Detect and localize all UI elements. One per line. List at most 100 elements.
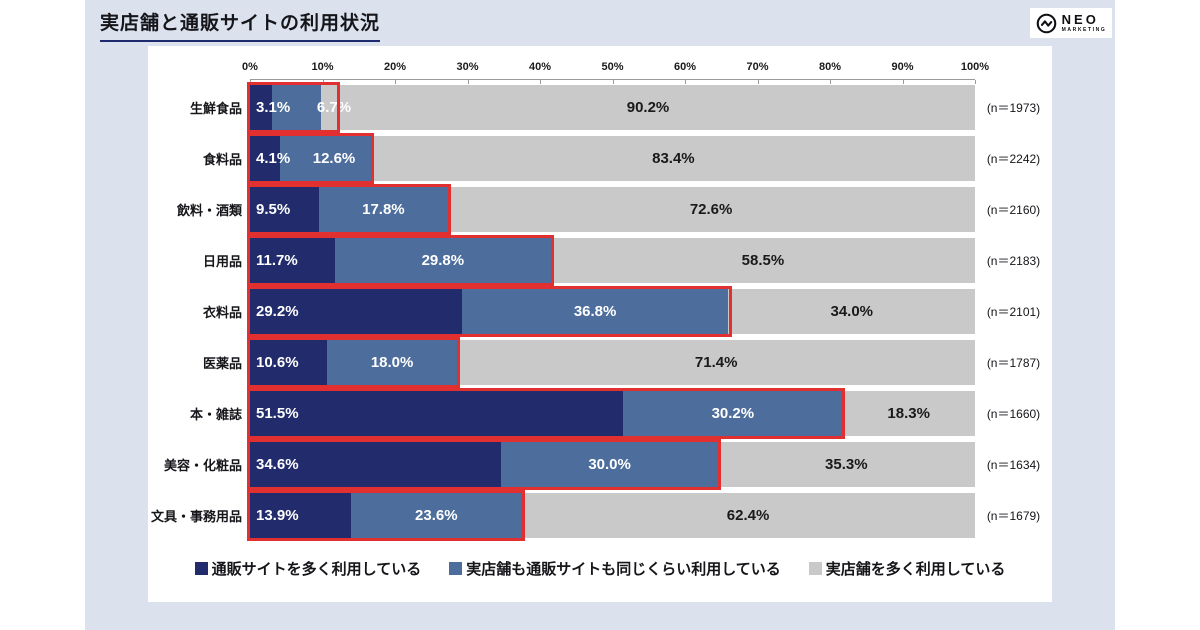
- bar-stack: [250, 187, 975, 232]
- segment-online-heavy: [250, 391, 624, 436]
- bar: 13.9% 23.6% 62.4%: [247, 490, 975, 541]
- value-label-equal: 18.0%: [370, 354, 414, 371]
- value-label-equal: 23.6%: [415, 507, 458, 524]
- sample-size-label: (n＝1660): [986, 407, 1041, 421]
- logo-text: NEO MARKETING: [1062, 13, 1107, 33]
- highlight-box: [247, 286, 732, 337]
- value-label-store: 71.4%: [694, 354, 738, 371]
- tick-label: 70%: [746, 61, 769, 73]
- bar: 3.1% 6.7% 90.2%: [247, 82, 975, 133]
- segment-store-heavy: [457, 340, 975, 385]
- category-label: 美容・化粧品: [163, 458, 242, 473]
- value-label-store: 62.4%: [726, 507, 770, 524]
- segment-equal-use: [623, 391, 843, 436]
- table-row: 医薬品 10.6% 18.0% 71.4% (n＝1787): [148, 337, 1052, 388]
- segment-online-heavy: [250, 187, 319, 232]
- bar: 10.6% 18.0% 71.4%: [247, 337, 975, 388]
- value-label-online: 34.6%: [256, 456, 299, 473]
- chart-card: 0% 10% 20% 30% 40% 50% 60% 70% 80% 90% 100% 生鮮食品 3.…: [148, 46, 1052, 602]
- bar: 51.5% 30.2% 18.3%: [247, 388, 975, 439]
- tick-mark: [975, 80, 976, 84]
- segment-online-heavy: [250, 289, 462, 334]
- pulse-circle-icon: [1036, 13, 1056, 33]
- legend-swatch: [808, 562, 822, 575]
- tick-label: 30%: [456, 61, 479, 73]
- legend-item: 実店舗も通販サイトも同じくらい利用している: [449, 558, 781, 579]
- category-label: 日用品: [202, 254, 242, 269]
- legend-swatch: [194, 562, 208, 575]
- bar-stack: [250, 238, 975, 283]
- segment-store-heavy: [728, 289, 975, 334]
- category-label: 文具・事務用品: [150, 509, 242, 524]
- highlight-box: [247, 490, 525, 541]
- value-label-online: 29.2%: [256, 303, 299, 320]
- highlight-box: [247, 184, 451, 235]
- value-label-store: 83.4%: [652, 150, 695, 167]
- sample-size-label: (n＝2160): [986, 203, 1041, 217]
- table-row: 美容・化粧品 34.6% 30.0% 35.3% (n＝1634): [148, 439, 1052, 490]
- bar: 9.5% 17.8% 72.6%: [247, 184, 975, 235]
- bar: 29.2% 36.8% 34.0%: [247, 286, 975, 337]
- legend-label: 実店舗も通販サイトも同じくらい利用している: [466, 561, 781, 578]
- tick-label: 20%: [383, 61, 407, 73]
- sample-size-label: (n＝2183): [986, 254, 1041, 268]
- segment-equal-use: [272, 85, 322, 130]
- segment-store-heavy: [447, 187, 975, 232]
- bar-stack: [250, 85, 975, 130]
- bar: 11.7% 29.8% 58.5%: [247, 235, 975, 286]
- value-label-online: 4.1%: [256, 150, 291, 167]
- tick-label: 50%: [601, 61, 624, 73]
- segment-equal-use: [326, 340, 458, 385]
- segment-store-heavy: [550, 238, 975, 283]
- value-label-equal: 30.0%: [588, 456, 631, 473]
- tick-label: 60%: [673, 61, 697, 73]
- value-label-equal: 6.7%: [316, 99, 352, 116]
- segment-store-heavy: [321, 85, 975, 130]
- highlight-box: [247, 337, 461, 388]
- sample-size-label: (n＝1679): [986, 509, 1041, 523]
- axis-spacer: [148, 61, 250, 76]
- table-row: 本・雑誌 51.5% 30.2% 18.3% (n＝1660): [148, 388, 1052, 439]
- category-label: 生鮮食品: [189, 101, 242, 116]
- axis: 0% 10% 20% 30% 40% 50% 60% 70% 80% 90% 100%: [242, 61, 989, 84]
- tick-mark: [612, 80, 614, 84]
- segment-store-heavy: [842, 391, 975, 436]
- table-row: 食料品 4.1% 12.6% 83.4% (n＝2242): [148, 133, 1052, 184]
- tick-mark: [540, 80, 541, 84]
- legend-label: 通販サイトを多く利用している: [211, 561, 422, 578]
- value-label-online: 11.7%: [256, 252, 298, 269]
- segment-equal-use: [350, 493, 522, 538]
- value-label-store: 18.3%: [887, 405, 930, 422]
- value-label-store: 34.0%: [830, 303, 874, 320]
- value-label-store: 58.5%: [741, 252, 785, 269]
- value-label-online: 3.1%: [256, 99, 291, 116]
- segment-equal-use: [500, 442, 719, 487]
- bar-stack: [250, 493, 975, 538]
- highlight-box: [247, 439, 722, 490]
- sample-size-label: (n＝2242): [986, 152, 1041, 166]
- tick-label: 100%: [960, 61, 990, 73]
- segment-store-heavy: [371, 136, 975, 181]
- value-label-equal: 12.6%: [312, 150, 356, 167]
- legend-swatch: [449, 562, 463, 575]
- sample-size-label: (n＝2101): [986, 305, 1041, 319]
- bar-stack: [250, 391, 975, 436]
- bar-stack: [250, 289, 975, 334]
- value-label-online: 13.9%: [256, 507, 299, 524]
- highlight-box: [247, 82, 340, 133]
- axis-baseline: [250, 79, 975, 80]
- sample-size-label: (n＝1973): [986, 101, 1041, 115]
- table-row: 生鮮食品 3.1% 6.7% 90.2% (n＝1973): [148, 82, 1052, 133]
- page-title: 実店舗と通販サイトの利用状況: [100, 8, 381, 42]
- tick-mark: [830, 80, 831, 84]
- value-label-online: 51.5%: [256, 405, 299, 422]
- tick-label: 10%: [311, 61, 334, 73]
- legend-item: 通販サイトを多く利用している: [194, 558, 422, 579]
- segment-online-heavy: [250, 442, 501, 487]
- table-row: 衣料品 29.2% 36.8% 34.0% (n＝2101): [148, 286, 1052, 337]
- value-label-store: 35.3%: [825, 456, 868, 473]
- segment-online-heavy: [250, 340, 327, 385]
- table-row: 文具・事務用品 13.9% 23.6% 62.4% (n＝1679): [148, 490, 1052, 541]
- segment-online-heavy: [250, 238, 335, 283]
- tick-label: 40%: [528, 61, 552, 73]
